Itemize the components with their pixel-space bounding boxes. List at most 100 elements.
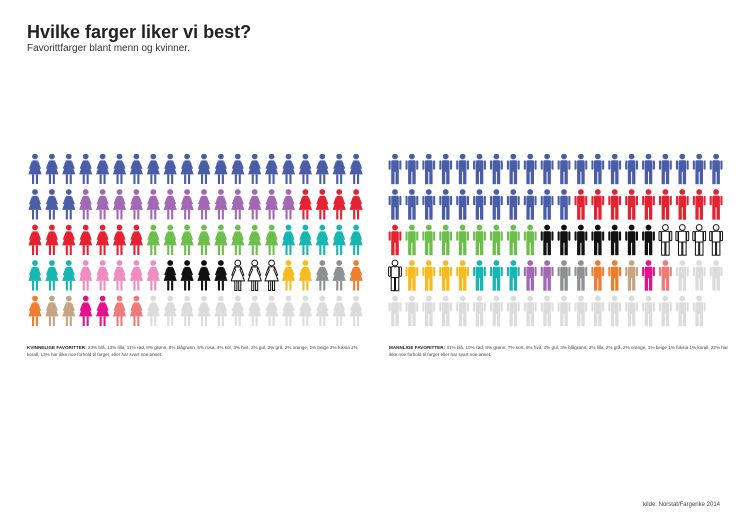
- men-icon-84: [456, 295, 469, 327]
- women-icon-15: [281, 154, 296, 184]
- men-icon-30: [557, 189, 571, 220]
- men-icon-7: [506, 154, 520, 185]
- men-icon-74: [625, 260, 638, 291]
- men-icon-12: [591, 154, 605, 185]
- men-icon-21: [405, 189, 419, 220]
- men-icon-57: [675, 224, 690, 256]
- men-icon-90: [557, 295, 571, 327]
- women-icon-27: [146, 189, 160, 220]
- women-icon-6: [129, 154, 143, 184]
- women-icon-81: [45, 295, 59, 326]
- women-icon-94: [265, 295, 279, 326]
- women-icon-89: [180, 295, 194, 326]
- men-icon-3: [439, 154, 453, 185]
- men-icon-52: [591, 224, 605, 256]
- men-icon-65: [473, 260, 486, 291]
- women-icon-33: [248, 189, 262, 220]
- men-icon-31: [574, 189, 588, 220]
- women-icon-45: [112, 224, 127, 255]
- men-icon-71: [574, 260, 588, 291]
- women-icon-87: [146, 295, 160, 326]
- men-icon-39: [709, 189, 723, 220]
- men-icon-37: [675, 189, 689, 220]
- men-pictogram-svg: [388, 154, 724, 327]
- men-icon-51: [574, 224, 588, 256]
- women-icon-61: [45, 260, 59, 291]
- men-icon-33: [608, 189, 622, 220]
- men-icon-53: [608, 224, 622, 256]
- women-icon-18: [332, 154, 346, 184]
- men-icon-2: [422, 154, 436, 185]
- men-icon-92: [591, 295, 605, 327]
- men-icon-83: [439, 295, 453, 327]
- women-icon-3: [79, 154, 93, 184]
- men-icon-55: [642, 224, 655, 256]
- men-icon-85: [473, 295, 486, 327]
- chart-title: Hvilke farger liker vi best?: [27, 22, 252, 42]
- men-icon-64: [456, 260, 469, 291]
- men-icon-70: [557, 260, 571, 291]
- women-icon-79: [349, 260, 363, 291]
- source-note: kilde: Norstat/Fargerike 2014: [642, 502, 720, 508]
- women-icon-58: [332, 224, 346, 255]
- men-icon-78: [692, 260, 706, 291]
- men-icon-14: [625, 154, 638, 185]
- men-icon-48: [523, 224, 537, 256]
- men-icon-59: [709, 224, 724, 256]
- men-icon-4: [456, 154, 469, 185]
- men-icon-62: [422, 260, 436, 291]
- women-icon-76: [298, 260, 312, 291]
- men-icon-77: [675, 260, 689, 291]
- women-icon-35: [281, 189, 296, 220]
- women-icon-20: [28, 189, 42, 220]
- women-icon-53: [248, 224, 262, 255]
- women-icon-0: [28, 154, 42, 184]
- women-icon-5: [112, 154, 127, 184]
- men-icon-80: [388, 295, 402, 327]
- women-icon-25: [112, 189, 127, 220]
- men-icon-50: [557, 224, 571, 256]
- women-icon-23: [79, 189, 93, 220]
- women-icon-69: [180, 260, 194, 291]
- women-icon-90: [197, 295, 211, 326]
- women-icon-51: [214, 224, 228, 255]
- men-icon-69: [540, 260, 554, 291]
- women-icon-31: [214, 189, 228, 220]
- women-icon-57: [315, 224, 329, 255]
- men-icon-22: [422, 189, 436, 220]
- men-icon-28: [523, 189, 537, 220]
- women-icon-8: [163, 154, 177, 184]
- women-icon-9: [180, 154, 194, 184]
- women-icon-19: [349, 154, 363, 184]
- women-icon-96: [298, 295, 312, 326]
- men-icon-68: [523, 260, 537, 291]
- men-icon-44: [456, 224, 469, 256]
- women-icon-78: [332, 260, 346, 291]
- women-icon-86: [129, 295, 143, 326]
- men-icon-76: [659, 260, 672, 291]
- women-icon-91: [214, 295, 228, 326]
- women-icon-28: [163, 189, 177, 220]
- men-legend-label: MANNLIGE FAVORITTER:: [389, 345, 446, 350]
- men-icon-42: [422, 224, 436, 256]
- men-icon-49: [540, 224, 554, 256]
- women-icon-49: [180, 224, 194, 255]
- women-legend-label: KVINNELIGE FAVORITTER:: [27, 345, 87, 350]
- women-legend: KVINNELIGE FAVORITTER: 23% blå, 13% lill…: [27, 344, 367, 358]
- men-icon-91: [574, 295, 588, 327]
- women-icon-66: [129, 260, 143, 291]
- men-icon-18: [692, 154, 706, 185]
- men-icon-0: [388, 154, 402, 185]
- chart-subtitle: Favorittfarger blant menn og kvinner.: [27, 43, 190, 54]
- women-pictogram-grid: [27, 154, 367, 334]
- women-icon-98: [332, 295, 346, 326]
- men-icon-29: [540, 189, 554, 220]
- men-icon-75: [642, 260, 655, 291]
- men-icon-87: [506, 295, 520, 327]
- men-icon-10: [557, 154, 571, 185]
- women-icon-46: [129, 224, 143, 255]
- women-icon-48: [163, 224, 177, 255]
- men-icon-86: [490, 295, 503, 327]
- men-icon-27: [506, 189, 520, 220]
- women-icon-24: [96, 189, 110, 220]
